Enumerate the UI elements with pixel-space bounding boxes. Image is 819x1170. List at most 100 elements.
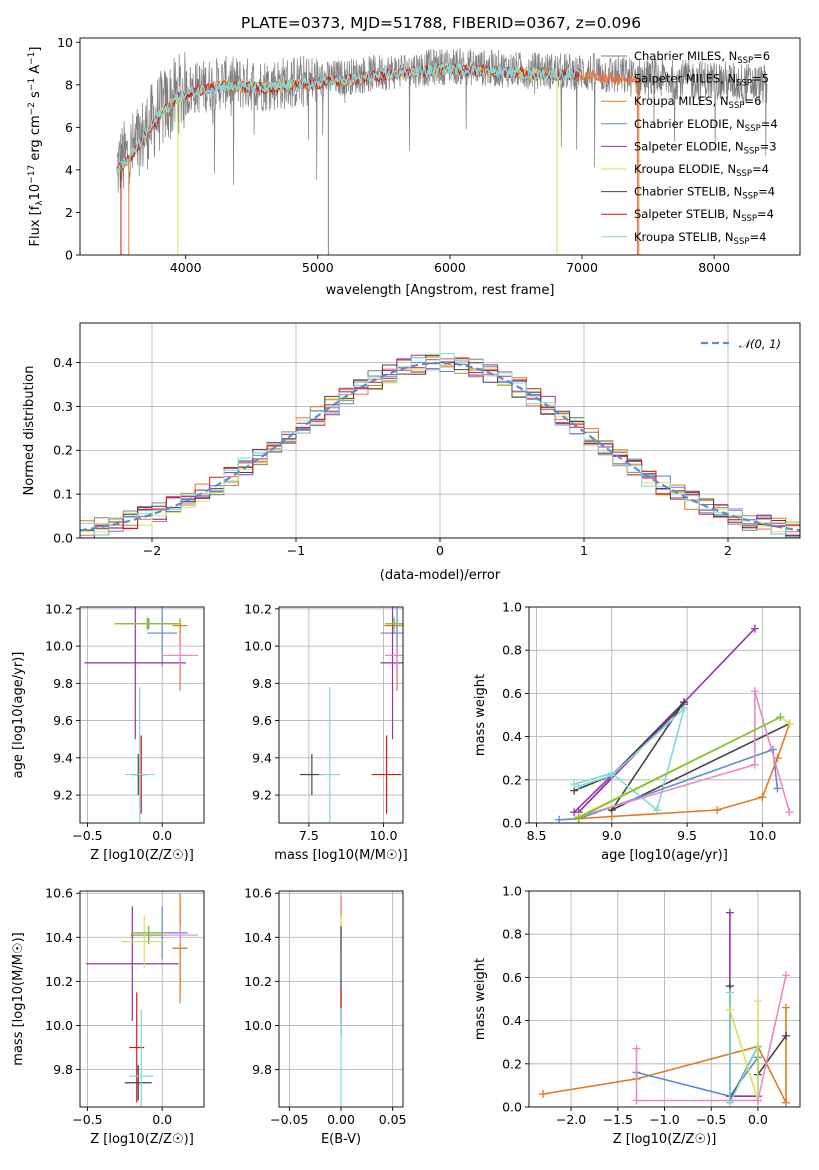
y-axis-label: mass weight	[473, 674, 488, 756]
y-tick-label: 9.8	[53, 1062, 73, 1077]
y-tick-label: 9.2	[53, 788, 73, 803]
x-tick-label: −0.5	[696, 1112, 726, 1127]
y-tick-label: 4	[65, 162, 73, 177]
weight-series-pink	[578, 690, 791, 818]
plot-weight-vs-age: 8.5 9.0 9.5 10.0 0.0 0.2 0.4 0.6 0.8 1.0 age [log1…	[473, 600, 801, 863]
plot-age-vs-mass: 7.5 10.0 9.2 9.4 9.6 9.8 10.0 10.2 mass [log10(M…	[244, 601, 408, 863]
weight-marker	[570, 780, 579, 789]
weight-marker	[574, 813, 583, 822]
x-tick-label: 0	[436, 543, 444, 558]
legend-label: Chabrier MILES, NSSP=6	[634, 49, 770, 66]
x-tick-label: −2.0	[556, 1112, 586, 1127]
x-tick-label: 0.0	[152, 1112, 172, 1127]
y-label-part: erg cm	[28, 115, 43, 164]
y-tick-label: 10.6	[45, 886, 73, 901]
x-axis-label: age [log10(age/yr)]	[601, 848, 728, 863]
legend-post: =4	[752, 162, 769, 176]
x-tick-label: −1.0	[649, 1112, 679, 1127]
legend-label: Chabrier STELIB, NSSP=4	[634, 185, 775, 202]
y-tick-label: 0.2	[502, 1056, 522, 1071]
legend-post: =5	[752, 72, 769, 86]
legend-sub: SSP	[729, 101, 745, 111]
x-axis-label: Z [log10(Z/Z☉)]	[90, 1132, 194, 1147]
legend-sub: SSP	[737, 56, 753, 66]
y-tick-label: 0.4	[53, 355, 73, 370]
weight-marker	[725, 1005, 734, 1014]
y-tick-label: 10.0	[244, 1018, 272, 1033]
weight-marker	[785, 808, 794, 817]
weight-series-se	[729, 912, 758, 1097]
legend-sub: SSP	[742, 192, 758, 202]
x-tick-label: 8.5	[527, 828, 547, 843]
x-tick-label: 4000	[170, 260, 202, 275]
y-tick-label: 0.4	[502, 729, 522, 744]
x-tick-label: −1.5	[603, 1112, 633, 1127]
y-axis-label: mass weight	[473, 958, 488, 1040]
weight-marker	[785, 719, 794, 728]
spectrum-data	[116, 48, 768, 196]
y-label-part: s	[28, 91, 43, 102]
spectrum-legend: Chabrier MILES, NSSP=6 Salpeter MILES, NS…	[601, 49, 778, 247]
plot-area-weight-vs-age	[529, 607, 800, 823]
x-tick-label: 0.0	[152, 828, 172, 843]
plot-spectrum: 4000 5000 6000 7000 8000 0 2 4 6 8 10 Chabrier MILE…	[27, 35, 801, 298]
legend-sub: SSP	[734, 237, 750, 247]
plot-age-vs-Z: −0.5 0.0 9.2 9.4 9.6 9.8 10.0 10.2 Z [log10(Z/Z☉…	[11, 601, 205, 863]
weight-series-km	[578, 723, 791, 820]
plot-area-mass-vs-EBV	[279, 891, 403, 1107]
y-tick-label: 6	[65, 120, 73, 135]
weight-marker	[781, 1098, 790, 1107]
weight-marker	[750, 760, 759, 769]
x-tick-label: 0.05	[379, 1112, 407, 1127]
plot-mass-vs-Z: −0.5 0.0 9.8 10.0 10.2 10.4 10.6 Z [log10(Z/Z☉)…	[11, 886, 205, 1147]
x-tick-label: −0.5	[72, 828, 102, 843]
weight-marker	[773, 784, 782, 793]
y-tick-label: 0	[65, 248, 73, 263]
y-label-part: Flux [f	[28, 205, 43, 246]
y-axis-label: Normed distribution	[22, 366, 37, 496]
legend-post: =4	[761, 117, 778, 131]
y-axis-label: mass [log10(M/M☉)]	[11, 932, 26, 1065]
y-tick-label: 10.0	[45, 639, 73, 654]
y-tick-label: 9.8	[53, 676, 73, 691]
legend-label: Salpeter MILES, NSSP=5	[634, 72, 769, 89]
y-label-part: −1	[27, 52, 37, 65]
legend-pre: Kroupa STELIB, N	[634, 230, 734, 244]
legend-label: Kroupa STELIB, NSSP=4	[634, 230, 766, 247]
y-tick-label: 10.4	[45, 930, 73, 945]
weight-series-green	[578, 716, 781, 819]
y-tick-label: 2	[65, 205, 73, 220]
legend-sub: SSP	[736, 79, 752, 89]
weight-marker	[713, 806, 722, 815]
x-tick-label: 7.5	[299, 828, 319, 843]
y-tick-label: 9.4	[53, 750, 73, 765]
x-tick-label: 8000	[698, 260, 730, 275]
axes-frame	[79, 606, 205, 824]
x-axis-label: Z [log10(Z/Z☉)]	[90, 848, 194, 863]
weight-marker	[758, 793, 767, 802]
y-tick-label: 1.0	[502, 600, 522, 615]
y-tick-label: 9.6	[252, 713, 272, 728]
y-label-part: ]	[28, 47, 43, 52]
axes-frame	[79, 37, 801, 256]
legend-post: =3	[760, 139, 777, 153]
y-axis-label: age [log10(age/yr)]	[11, 652, 26, 779]
legend-sub: SSP	[741, 214, 757, 224]
y-label-part: −17	[27, 165, 37, 184]
plot-area-age-vs-mass	[279, 607, 403, 823]
y-tick-label: 0.3	[53, 399, 73, 414]
weight-marker	[776, 713, 785, 722]
x-axis-label: wavelength [Angstrom, rest frame]	[326, 283, 555, 298]
y-axis-label: Flux [fλ10−17 erg cm−2 s−1 A−1]	[27, 47, 45, 247]
legend-pre: Kroupa MILES, N	[634, 94, 729, 108]
legend-label: Kroupa MILES, NSSP=6	[634, 94, 761, 111]
x-tick-label: −1	[287, 543, 305, 558]
legend-pre: Chabrier STELIB, N	[634, 185, 742, 199]
x-tick-label: 7000	[566, 260, 598, 275]
plot-area-age-vs-Z	[80, 607, 204, 823]
y-tick-label: 0.6	[502, 686, 522, 701]
y-label-part: 10	[28, 184, 43, 201]
legend-label: Salpeter STELIB, NSSP=4	[634, 207, 774, 224]
weight-marker	[632, 1096, 641, 1105]
y-tick-label: 10.2	[45, 974, 73, 989]
